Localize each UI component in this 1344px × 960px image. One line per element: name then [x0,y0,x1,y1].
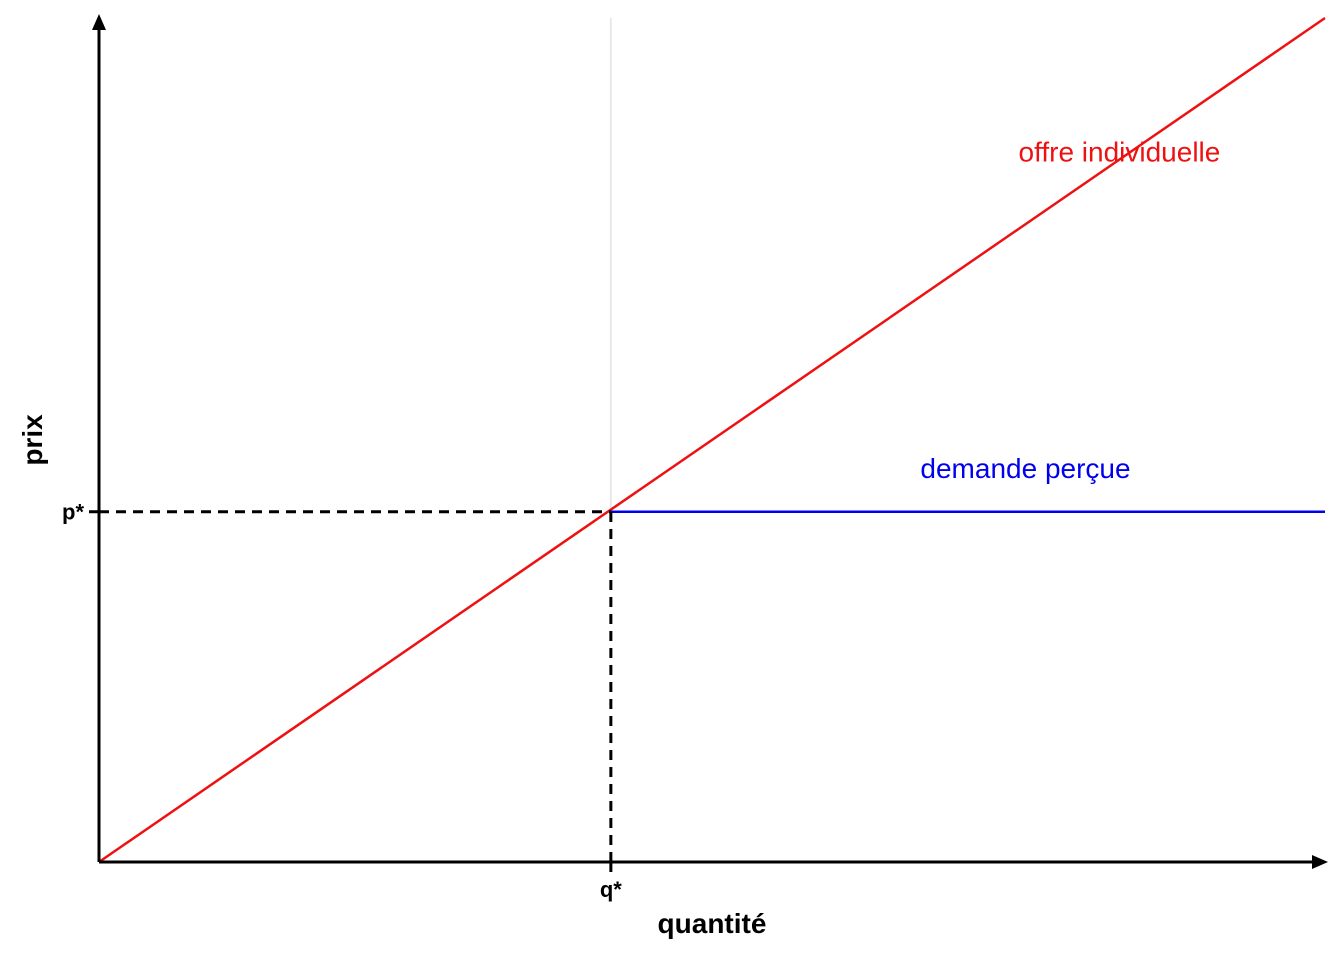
series-label-offre-individuelle: offre individuelle [1019,136,1221,167]
series-layer: offre individuelle demande perçue [98,16,1326,864]
y-tick-label: p* [62,500,84,525]
y-axis-arrowhead [92,14,106,30]
x-tick-label: q* [600,877,622,902]
series-offre-individuelle [98,16,1326,864]
x-axis-arrowhead [1312,855,1328,869]
guide-layer [99,510,613,862]
axes [92,14,1328,869]
y-axis-title: prix [17,414,48,466]
tick-layer: q* p* [62,500,622,902]
x-axis-title: quantité [658,908,767,939]
series-label-demande-percue: demande perçue [920,453,1130,484]
